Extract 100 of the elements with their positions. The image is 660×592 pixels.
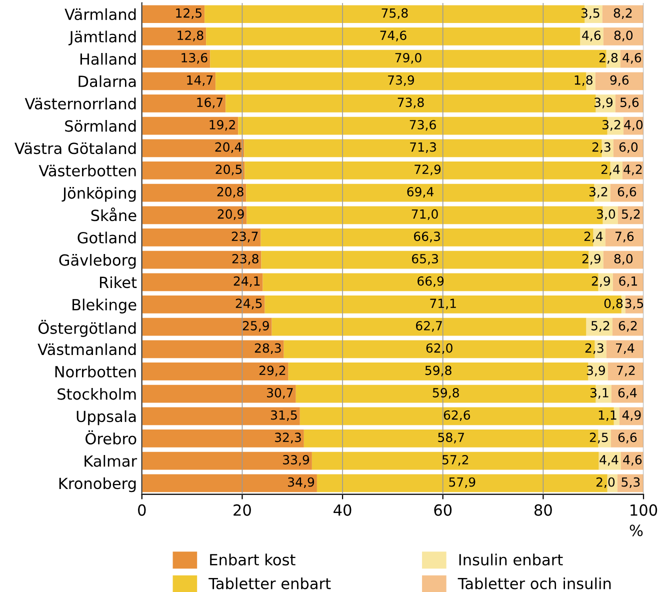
y-tick-label: Skåne [91, 208, 136, 222]
bar [142, 162, 245, 180]
data-label: 13,6 [182, 52, 208, 64]
data-label: 6,2 [618, 320, 637, 332]
bar [142, 94, 226, 112]
y-tick-label: Gävleborg [59, 254, 136, 269]
x-tick-label: 80 [534, 504, 552, 516]
y-tick-label: Västmanland [38, 343, 136, 356]
bar [605, 228, 644, 246]
data-label: 3,9 [594, 98, 613, 108]
bar [608, 362, 644, 380]
data-label: 65,3 [412, 254, 438, 265]
data-label: 9,6 [610, 75, 629, 86]
bar [142, 273, 263, 292]
data-label: 59,8 [425, 366, 452, 376]
data-label: 6,6 [618, 432, 637, 444]
data-label: 4,0 [624, 120, 643, 131]
bar [142, 250, 262, 269]
x-tick-label: 0 [138, 504, 146, 516]
bar [142, 5, 205, 24]
bar [142, 72, 216, 90]
data-label: 8,0 [614, 254, 633, 265]
data-label: 57,2 [442, 454, 468, 466]
data-label: 3,0 [596, 209, 616, 220]
y-tick-label: Dalarna [78, 75, 136, 88]
data-label: 62,6 [444, 410, 470, 422]
data-label: 3,2 [602, 120, 620, 131]
bar [621, 296, 626, 314]
y-tick-label: Stockholm [58, 388, 136, 400]
data-label: 71,0 [412, 209, 438, 220]
data-label: 6,0 [619, 142, 638, 154]
data-label: 74,6 [380, 30, 406, 42]
data-label: 1,1 [598, 410, 616, 422]
bar [142, 50, 210, 68]
data-label: 66,3 [414, 232, 440, 242]
y-tick-label: Östergötland [38, 320, 136, 337]
x-axis-title: % [630, 524, 643, 536]
data-label: 66,9 [418, 276, 444, 288]
data-label: 73,9 [388, 75, 414, 86]
y-tick-label: Västerbotten [38, 164, 136, 176]
x-tick-label: 60 [434, 504, 452, 516]
bar [142, 318, 272, 336]
data-label: 5,2 [591, 320, 610, 332]
data-label: 79,0 [395, 52, 422, 64]
data-label: 69,4 [407, 186, 434, 198]
legend-label: Tabletter enbart [208, 577, 331, 590]
data-label: 20,5 [216, 164, 242, 176]
bar [142, 452, 312, 470]
data-label: 73,6 [410, 120, 436, 131]
data-label: 2,4 [601, 164, 620, 176]
bar [288, 362, 588, 380]
data-label: 2,0 [596, 477, 615, 488]
data-label: 4,6 [623, 454, 642, 466]
data-label: 23,8 [232, 254, 258, 265]
bar [142, 430, 304, 448]
data-label: 3,1 [590, 388, 608, 399]
bar [272, 318, 586, 336]
data-label: 58,7 [438, 432, 464, 444]
data-label: 3,2 [589, 186, 608, 198]
data-label: 23,7 [232, 232, 258, 242]
data-label: 4,4 [600, 455, 618, 466]
bar [612, 273, 644, 292]
data-label: 24,5 [236, 298, 262, 310]
data-label: 4,6 [622, 52, 642, 64]
data-label: 6,6 [618, 186, 636, 198]
data-label: 4,6 [582, 30, 601, 42]
y-tick-label: Jämtland [68, 30, 136, 46]
legend-label: Tabletter och insulin [458, 577, 611, 590]
bar [264, 296, 622, 314]
data-label: 62,7 [416, 320, 442, 332]
bar [312, 452, 599, 470]
data-label: 1,8 [574, 75, 592, 86]
data-label: 3,5 [625, 298, 644, 310]
data-label: 2,8 [599, 52, 618, 64]
data-label: 12,8 [178, 30, 204, 42]
data-label: 2,3 [585, 343, 604, 354]
data-label: 12,5 [176, 8, 202, 20]
bar [142, 474, 317, 492]
data-label: 32,3 [275, 432, 301, 444]
data-label: 2,3 [592, 142, 610, 154]
data-label: 7,6 [616, 232, 634, 242]
data-label: 75,8 [382, 8, 408, 20]
x-tick-label: 100 [630, 504, 658, 516]
y-tick-label: Sörmland [65, 120, 136, 132]
data-label: 62,0 [426, 343, 452, 354]
y-tick-label: Blekinge [72, 298, 136, 314]
data-label: 30,7 [267, 388, 293, 399]
bar [142, 206, 247, 224]
y-tick-label: Kronoberg [59, 477, 136, 492]
bar [595, 72, 644, 90]
bar [603, 28, 644, 46]
data-label: 2,5 [590, 432, 608, 444]
data-label: 57,9 [449, 477, 476, 488]
data-label: 3,9 [586, 366, 605, 376]
bar [226, 94, 596, 112]
data-label: 71,1 [430, 298, 456, 310]
data-label: 8,0 [614, 30, 633, 42]
bar [602, 5, 644, 24]
legend-label: Enbart kost [210, 554, 296, 566]
y-tick-label: Värmland [64, 8, 136, 20]
